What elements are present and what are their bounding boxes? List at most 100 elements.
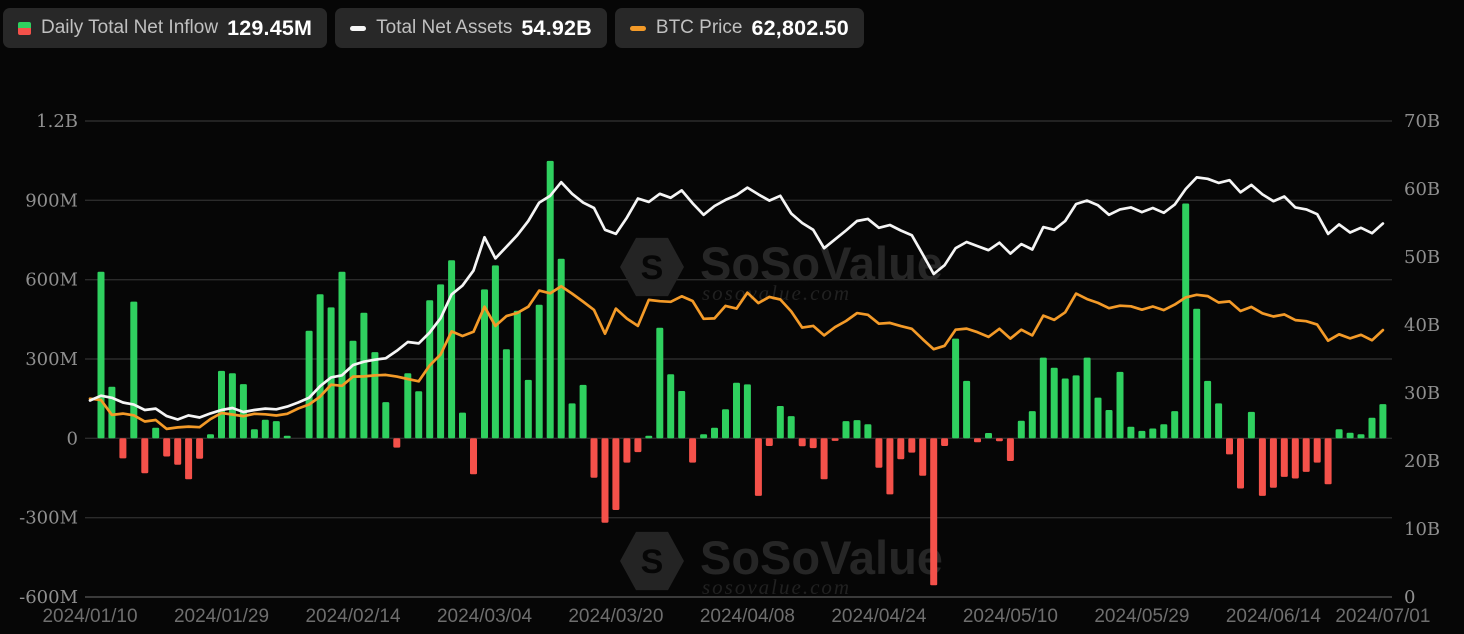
- inflow-bar-2024/05/16[interactable]: [1050, 367, 1058, 439]
- legend-item-total-net-assets[interactable]: Total Net Assets 54.92B: [335, 8, 607, 48]
- inflow-bar-2024/04/04[interactable]: [722, 409, 729, 439]
- inflow-bar-2024/05/10[interactable]: [1006, 438, 1014, 461]
- inflow-bar-2024/04/09[interactable]: [754, 438, 762, 496]
- inflow-bar-2024/03/15[interactable]: [579, 384, 587, 439]
- inflow-bar-2024/06/03[interactable]: [1171, 411, 1179, 439]
- legend-item-daily-net-inflow[interactable]: Daily Total Net Inflow 129.45M: [3, 8, 328, 48]
- inflow-bar-2024/07/01[interactable]: [1379, 404, 1387, 439]
- inflow-bar-2024/06/25[interactable]: [1335, 429, 1343, 439]
- inflow-bar-2024/03/26[interactable]: [656, 327, 664, 439]
- inflow-bar-2024/04/11[interactable]: [776, 406, 784, 439]
- inflow-bar-2024/04/12[interactable]: [787, 416, 795, 439]
- inflow-bar-2024/02/27[interactable]: [437, 284, 445, 439]
- inflow-bar-2024/02/09[interactable]: [316, 294, 324, 439]
- inflow-bar-2024/05/23[interactable]: [1105, 410, 1113, 439]
- inflow-bar-2024/06/06[interactable]: [1204, 380, 1212, 439]
- inflow-bar-2024/03/01[interactable]: [470, 438, 477, 475]
- inflow-bar-2024/06/04[interactable]: [1182, 203, 1190, 439]
- inflow-bar-2024/02/22[interactable]: [404, 373, 412, 439]
- inflow-bar-2024/06/28[interactable]: [1368, 417, 1376, 439]
- inflow-bar-2024/01/26[interactable]: [207, 434, 214, 439]
- inflow-bar-2024/04/15[interactable]: [798, 438, 806, 447]
- inflow-bar-2024/05/20[interactable]: [1072, 375, 1080, 439]
- inflow-bar-2024/02/01[interactable]: [250, 429, 258, 439]
- inflow-bar-2024/05/02[interactable]: [941, 438, 949, 446]
- inflow-bar-2024/05/24[interactable]: [1116, 371, 1124, 439]
- inflow-bar-2024/06/18[interactable]: [1291, 438, 1299, 479]
- inflow-bar-2024/04/19[interactable]: [842, 421, 850, 439]
- inflow-bar-2024/05/31[interactable]: [1160, 424, 1168, 439]
- inflow-bar-2024/03/12[interactable]: [546, 160, 554, 439]
- inflow-bar-2024/03/07[interactable]: [513, 310, 521, 439]
- inflow-bar-2024/04/08[interactable]: [743, 384, 751, 439]
- inflow-bar-2024/04/03[interactable]: [711, 427, 718, 439]
- inflow-bar-2024/04/24[interactable]: [875, 438, 883, 468]
- inflow-bar-2024/05/22[interactable]: [1094, 397, 1102, 439]
- inflow-bar-2024/03/08[interactable]: [524, 379, 532, 439]
- inflow-bar-2024/05/09[interactable]: [995, 438, 1003, 442]
- inflow-bar-2024/06/17[interactable]: [1280, 438, 1288, 477]
- inflow-bar-2024/05/29[interactable]: [1138, 430, 1146, 439]
- inflow-bar-2024/03/25[interactable]: [645, 435, 653, 439]
- inflow-bar-2024/01/18[interactable]: [141, 438, 149, 474]
- inflow-bar-2024/02/16[interactable]: [371, 352, 379, 439]
- inflow-bar-2024/02/05[interactable]: [272, 421, 280, 439]
- inflow-bar-2024/01/24[interactable]: [185, 438, 193, 480]
- inflow-bar-2024/02/06[interactable]: [283, 435, 291, 439]
- inflow-bar-2024/03/27[interactable]: [667, 374, 675, 439]
- inflow-bar-2024/02/12[interactable]: [327, 307, 335, 439]
- inflow-bar-2024/05/28[interactable]: [1127, 426, 1135, 439]
- net-assets-line[interactable]: [88, 176, 1385, 421]
- inflow-bar-2024/03/20[interactable]: [612, 438, 620, 510]
- inflow-bar-2024/04/01[interactable]: [689, 438, 697, 463]
- inflow-bar-2024/06/07[interactable]: [1215, 403, 1223, 439]
- inflow-bar-2024/01/29[interactable]: [218, 370, 225, 439]
- inflow-bar-2024/05/15[interactable]: [1039, 357, 1047, 439]
- inflow-bar-2024/04/22[interactable]: [853, 420, 861, 439]
- inflow-bar-2024/02/28[interactable]: [448, 260, 456, 439]
- inflow-bar-2024/03/21[interactable]: [623, 438, 631, 463]
- inflow-bar-2024/03/04[interactable]: [481, 289, 488, 439]
- inflow-bar-2024/01/16[interactable]: [119, 438, 127, 459]
- inflow-bar-2024/06/26[interactable]: [1346, 432, 1354, 439]
- inflow-bar-2024/05/17[interactable]: [1061, 378, 1069, 439]
- inflow-bar-2024/03/18[interactable]: [590, 438, 598, 478]
- inflow-bar-2024/03/13[interactable]: [557, 258, 565, 439]
- inflow-bar-2024/04/16[interactable]: [809, 438, 817, 449]
- inflow-bar-2024/04/18[interactable]: [831, 438, 839, 441]
- inflow-bar-2024/04/29[interactable]: [908, 438, 916, 453]
- inflow-bar-2024/02/08[interactable]: [305, 330, 313, 439]
- inflow-bar-2024/06/27[interactable]: [1357, 434, 1365, 439]
- legend-item-btc-price[interactable]: BTC Price 62,802.50: [614, 8, 864, 48]
- inflow-bar-2024/05/01[interactable]: [930, 438, 938, 586]
- inflow-bar-2024/06/05[interactable]: [1193, 308, 1201, 439]
- inflow-bar-2024/06/20[interactable]: [1302, 438, 1310, 472]
- inflow-bar-2024/05/21[interactable]: [1083, 357, 1091, 439]
- inflow-bar-2024/04/10[interactable]: [765, 438, 773, 446]
- inflow-bar-2024/01/22[interactable]: [163, 438, 171, 457]
- inflow-bar-2024/04/17[interactable]: [820, 438, 828, 480]
- inflow-bar-2024/06/21[interactable]: [1313, 438, 1321, 463]
- inflow-bar-2024/06/10[interactable]: [1226, 438, 1233, 455]
- inflow-bar-2024/04/05[interactable]: [733, 382, 740, 439]
- inflow-bar-2024/06/12[interactable]: [1247, 411, 1255, 439]
- inflow-bar-2024/01/30[interactable]: [228, 373, 236, 439]
- inflow-bar-2024/03/14[interactable]: [568, 403, 576, 439]
- inflow-bar-2024/01/19[interactable]: [152, 427, 160, 439]
- inflow-bar-2024/06/11[interactable]: [1237, 438, 1244, 489]
- inflow-bar-2024/02/29[interactable]: [459, 412, 466, 439]
- inflow-bar-2024/01/11[interactable]: [97, 271, 105, 439]
- inflow-bar-2024/05/13[interactable]: [1017, 420, 1025, 439]
- inflow-bar-2024/03/28[interactable]: [678, 391, 686, 439]
- inflow-bar-2024/05/14[interactable]: [1028, 411, 1036, 439]
- inflow-bar-2024/02/13[interactable]: [338, 271, 346, 439]
- inflow-bar-2024/05/07[interactable]: [974, 438, 981, 443]
- inflow-bar-2024/02/20[interactable]: [382, 402, 390, 439]
- btc-price-line[interactable]: [88, 284, 1385, 431]
- inflow-bar-2024/06/13[interactable]: [1258, 438, 1266, 496]
- inflow-bar-2024/04/02[interactable]: [700, 434, 708, 439]
- inflow-bar-2024/05/03[interactable]: [952, 338, 960, 439]
- inflow-bar-2024/06/14[interactable]: [1269, 438, 1277, 488]
- inflow-bar-2024/04/26[interactable]: [897, 438, 905, 460]
